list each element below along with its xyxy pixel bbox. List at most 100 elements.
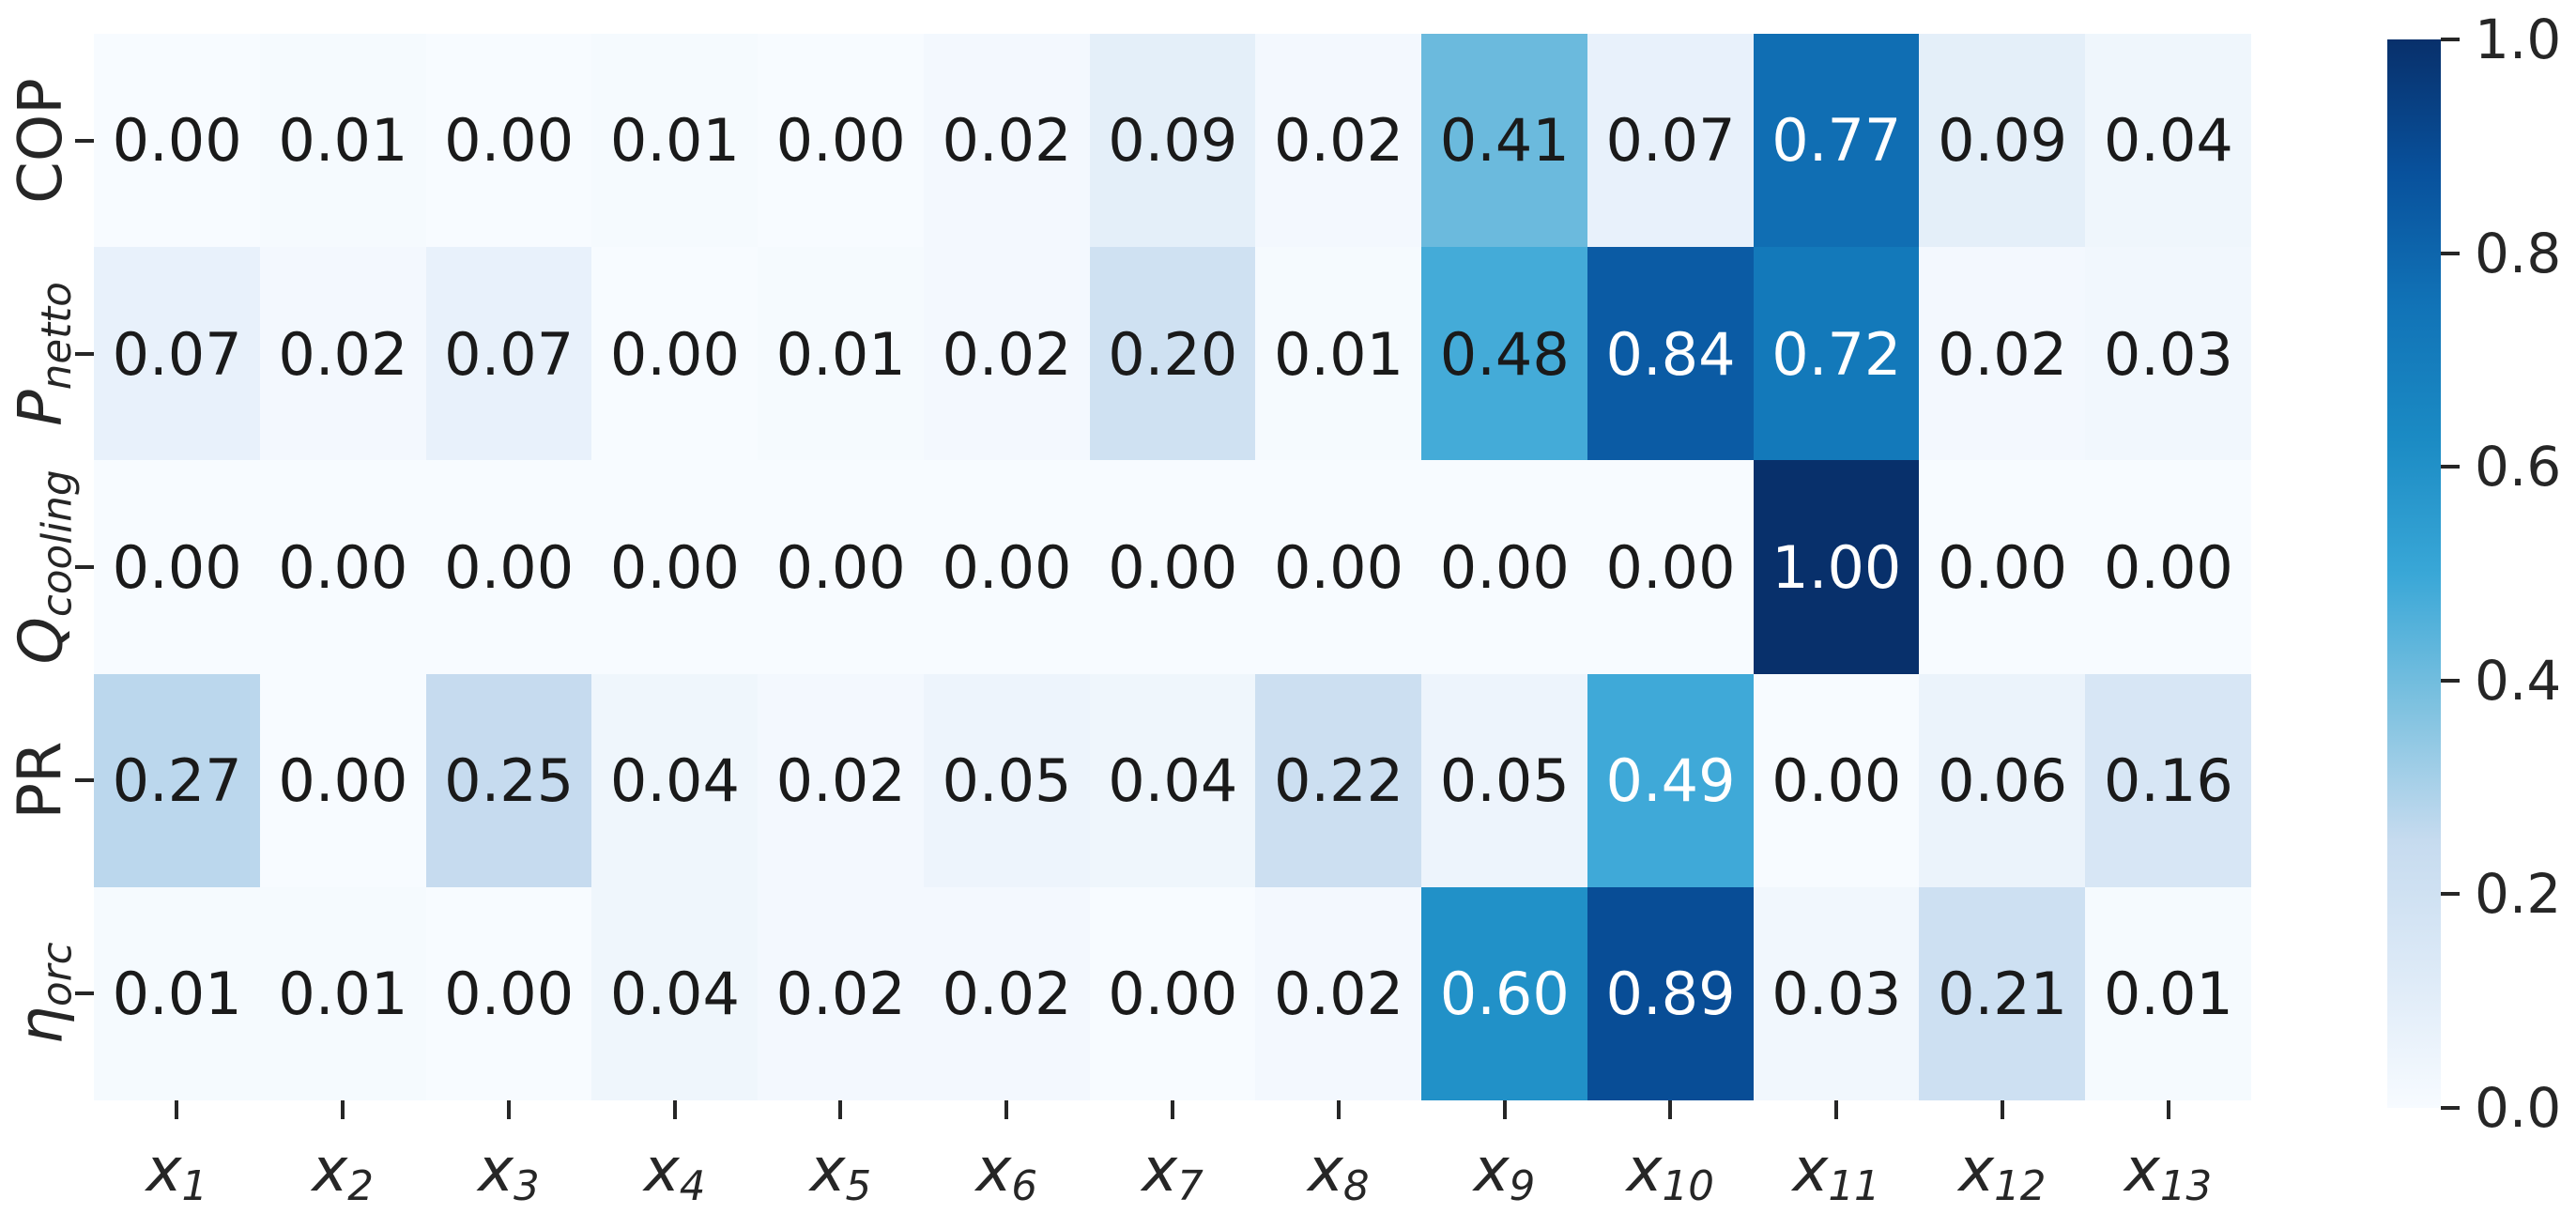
heatmap-cell-PR-x6: 0.05	[923, 673, 1091, 888]
colorbar-tick-label: 1.0	[2475, 8, 2562, 71]
x-tick-label-x7: x7	[1142, 1136, 1204, 1210]
cell-annotation: 0.01	[278, 106, 408, 176]
cell-annotation: 0.02	[1273, 106, 1404, 176]
cell-annotation: 0.07	[444, 319, 575, 389]
cell-annotation: 0.07	[1605, 106, 1736, 176]
x-tick-label-x9: x9	[1473, 1136, 1536, 1210]
cell-annotation: 0.00	[1938, 532, 2068, 602]
heatmap-cell-eta_orc-x10: 0.89	[1587, 886, 1755, 1101]
heatmap-cell-P_netto-x7: 0.20	[1089, 247, 1256, 461]
cell-annotation: 0.02	[942, 106, 1072, 176]
cell-annotation: 0.00	[2103, 532, 2233, 602]
cell-annotation: 0.00	[609, 319, 740, 389]
heatmap-cell-P_netto-x8: 0.01	[1255, 247, 1422, 461]
cell-annotation: 0.49	[1605, 745, 1736, 815]
y-tick-mark	[75, 138, 94, 143]
y-tick-label-PR: PR	[7, 741, 76, 820]
colorbar-tick-mark	[2441, 38, 2460, 41]
heatmap-cell-eta_orc-x7: 0.00	[1089, 886, 1256, 1101]
x-tick-label-x11: x11	[1792, 1136, 1880, 1210]
heatmap-cell-PR-x9: 0.05	[1421, 673, 1588, 888]
cell-annotation: 0.00	[278, 532, 408, 602]
heatmap-cell-Q_cooling-x8: 0.00	[1255, 460, 1422, 675]
x-tick-label-x2: x2	[312, 1136, 374, 1210]
heatmap-cell-COP-x3: 0.00	[425, 34, 592, 248]
y-tick-mark	[75, 778, 94, 783]
heatmap-cell-P_netto-x5: 0.01	[758, 247, 925, 461]
heatmap-cell-P_netto-x9: 0.48	[1421, 247, 1588, 461]
heatmap-cell-COP-x2: 0.01	[259, 34, 427, 248]
cell-annotation: 0.05	[942, 745, 1072, 815]
colorbar	[2387, 39, 2441, 1108]
heatmap-cell-eta_orc-x12: 0.21	[1919, 886, 2086, 1101]
x-tick-label-x5: x5	[809, 1136, 872, 1210]
heatmap-cell-PR-x12: 0.06	[1919, 673, 2086, 888]
heatmap-cell-P_netto-x2: 0.02	[259, 247, 427, 461]
heatmap-cell-Q_cooling-x7: 0.00	[1089, 460, 1256, 675]
cell-annotation: 0.09	[1108, 106, 1238, 176]
heatmap-cell-Q_cooling-x11: 1.00	[1753, 460, 1920, 675]
cell-annotation: 0.04	[609, 745, 740, 815]
cell-annotation: 0.00	[278, 745, 408, 815]
x-tick-mark	[2000, 1100, 2004, 1119]
cell-annotation: 1.00	[1771, 532, 1902, 602]
cell-annotation: 0.02	[775, 960, 906, 1029]
cell-annotation: 0.72	[1771, 319, 1902, 389]
colorbar-tick-mark	[2441, 465, 2460, 469]
heatmap-cell-COP-x7: 0.09	[1089, 34, 1256, 248]
cell-annotation: 0.00	[1108, 960, 1238, 1029]
colorbar-tick-label: 0.4	[2475, 648, 2562, 713]
cell-annotation: 0.00	[942, 532, 1072, 602]
cell-annotation: 0.06	[1938, 745, 2068, 815]
colorbar-tick-mark	[2441, 251, 2460, 255]
cell-annotation: 0.05	[1439, 745, 1570, 815]
heatmap-cell-P_netto-x6: 0.02	[923, 247, 1091, 461]
x-tick-mark	[838, 1100, 843, 1119]
cell-annotation: 0.00	[1605, 532, 1736, 602]
x-tick-mark	[341, 1100, 345, 1119]
x-tick-label-x6: x6	[975, 1136, 1037, 1210]
heatmap-cell-Q_cooling-x12: 0.00	[1919, 460, 2086, 675]
heatmap-cell-P_netto-x3: 0.07	[425, 247, 592, 461]
cell-annotation: 0.02	[278, 319, 408, 389]
heatmap-cell-PR-x7: 0.04	[1089, 673, 1256, 888]
cell-annotation: 0.16	[2103, 745, 2233, 815]
cell-annotation: 0.20	[1108, 319, 1238, 389]
heatmap-cell-Q_cooling-x2: 0.00	[259, 460, 427, 675]
cell-annotation: 0.01	[2103, 960, 2233, 1029]
heatmap-cell-eta_orc-x5: 0.02	[758, 886, 925, 1101]
heatmap-cell-COP-x11: 0.77	[1753, 34, 1920, 248]
cell-annotation: 0.03	[1771, 960, 1902, 1029]
cell-annotation: 0.02	[1273, 960, 1404, 1029]
heatmap-cell-PR-x5: 0.02	[758, 673, 925, 888]
heatmap-cell-COP-x10: 0.07	[1587, 34, 1755, 248]
cell-annotation: 0.60	[1439, 960, 1570, 1029]
cell-annotation: 0.04	[2103, 106, 2233, 176]
heatmap-cell-COP-x13: 0.04	[2085, 34, 2252, 248]
cell-annotation: 0.00	[444, 532, 575, 602]
heatmap-cell-P_netto-x13: 0.03	[2085, 247, 2252, 461]
heatmap-cell-Q_cooling-x5: 0.00	[758, 460, 925, 675]
heatmap-cell-PR-x1: 0.27	[94, 673, 261, 888]
cell-annotation: 0.01	[609, 106, 740, 176]
x-tick-mark	[506, 1100, 511, 1119]
y-tick-label-Q_cooling: Qcooling	[7, 469, 81, 665]
heatmap-cell-COP-x1: 0.00	[94, 34, 261, 248]
x-tick-label-x10: x10	[1626, 1136, 1714, 1210]
heatmap-cell-Q_cooling-x3: 0.00	[425, 460, 592, 675]
heatmap-cell-COP-x6: 0.02	[923, 34, 1091, 248]
cell-annotation: 0.02	[775, 745, 906, 815]
colorbar-tick-mark	[2441, 678, 2460, 683]
x-tick-mark	[1834, 1100, 1839, 1119]
heatmap-cell-eta_orc-x3: 0.00	[425, 886, 592, 1101]
x-tick-label-x4: x4	[643, 1136, 706, 1210]
heatmap-cell-P_netto-x4: 0.00	[591, 247, 759, 461]
cell-annotation: 0.01	[775, 319, 906, 389]
heatmap-cell-Q_cooling-x10: 0.00	[1587, 460, 1755, 675]
heatmap-cell-COP-x12: 0.09	[1919, 34, 2086, 248]
y-tick-label-eta_orc: ηorc	[7, 942, 81, 1045]
y-tick-mark	[75, 351, 94, 356]
x-tick-mark	[672, 1100, 677, 1119]
cell-annotation: 0.25	[444, 745, 575, 815]
colorbar-tick-label: 0.6	[2475, 435, 2562, 499]
